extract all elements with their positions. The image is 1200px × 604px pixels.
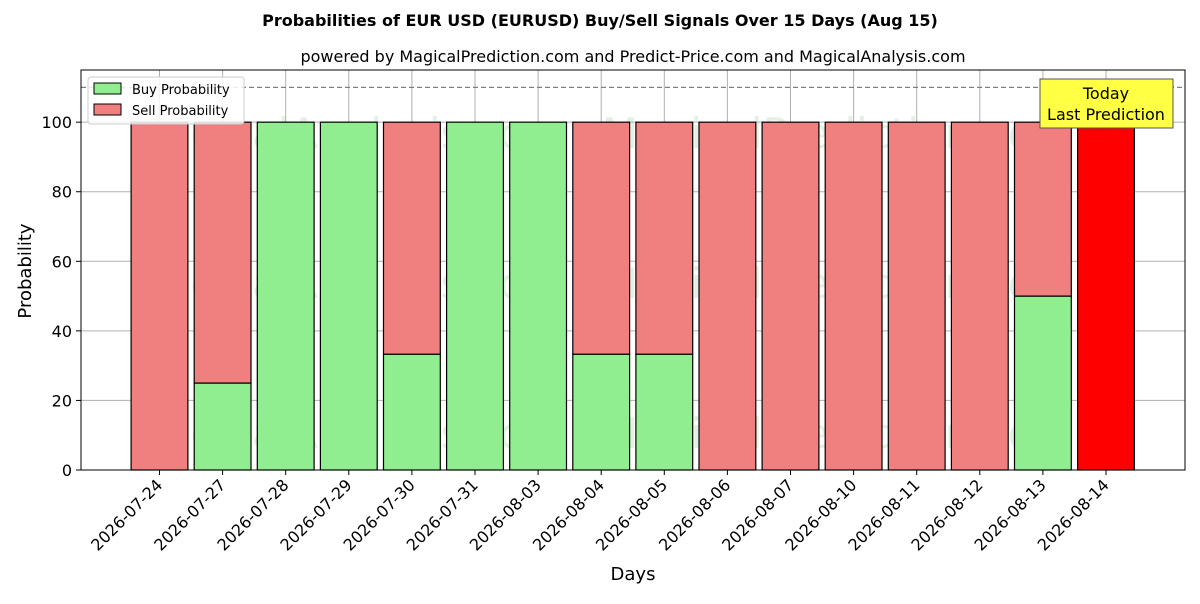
bar-sell xyxy=(572,121,631,355)
bar-sell-today xyxy=(1076,121,1135,471)
annotation-line1: Today xyxy=(1082,84,1129,103)
y-axis: 0 20 40 60 80 100 xyxy=(41,113,81,480)
annotation-box xyxy=(1039,78,1174,129)
bar-layer xyxy=(130,121,1135,471)
bar-buy xyxy=(509,121,568,471)
bar-sell xyxy=(887,121,946,471)
bar-buy xyxy=(446,121,505,471)
bar-sell xyxy=(635,121,694,355)
x-axis: 2026-07-242026-07-272026-07-282026-07-29… xyxy=(87,470,1113,555)
bar-buy xyxy=(1013,295,1072,471)
annotation-line2: Last Prediction xyxy=(1047,105,1165,124)
y-tick-label: 20 xyxy=(52,391,72,410)
today-annotation: Today Last Prediction xyxy=(1039,78,1174,129)
legend-label-sell: Sell Probability xyxy=(132,104,229,119)
bar-buy xyxy=(193,382,252,471)
y-tick-label: 60 xyxy=(52,252,72,271)
bar-sell xyxy=(1013,121,1072,297)
bar-buy xyxy=(635,353,694,471)
y-tick-label: 100 xyxy=(41,113,72,132)
bar-buy xyxy=(572,353,631,471)
bar-sell xyxy=(382,121,441,355)
bar-sell xyxy=(130,121,189,471)
legend-box xyxy=(87,76,245,125)
y-tick-label: 0 xyxy=(62,461,72,480)
bar-sell xyxy=(193,121,252,384)
bar-sell xyxy=(824,121,883,471)
x-axis-label: Days xyxy=(611,564,656,585)
chart-title: Probabilities of EUR USD (EURUSD) Buy/Se… xyxy=(262,11,938,30)
legend: Buy Probability Sell Probability xyxy=(87,76,245,125)
y-tick-label: 40 xyxy=(52,322,72,341)
plot-frame xyxy=(80,69,1186,471)
bar-sell xyxy=(761,121,820,471)
legend-label-buy: Buy Probability xyxy=(132,83,230,98)
bar-buy xyxy=(256,121,315,471)
legend-swatch-sell xyxy=(93,103,122,116)
chart-subtitle: powered by MagicalPrediction.com and Pre… xyxy=(300,47,965,66)
bar-sell xyxy=(698,121,757,471)
bar-buy xyxy=(319,121,378,471)
bar-sell xyxy=(950,121,1009,471)
y-axis-label: Probability xyxy=(15,223,36,318)
y-tick-label: 80 xyxy=(52,183,72,202)
legend-swatch-buy xyxy=(93,82,122,95)
bar-buy xyxy=(382,353,441,471)
